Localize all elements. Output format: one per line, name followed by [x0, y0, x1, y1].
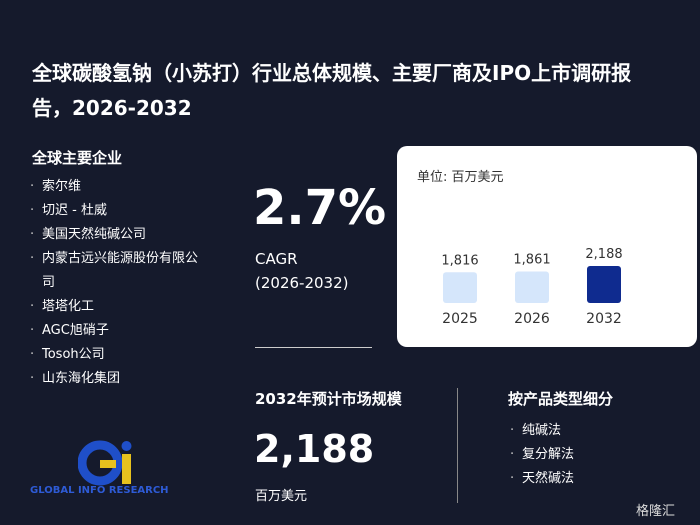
bar [515, 271, 549, 303]
bar [443, 272, 477, 303]
cagr-value: 2.7% [253, 180, 387, 236]
list-item: 山东海化集团 [30, 367, 205, 391]
segments-list: 纯碱法复分解法天然碱法 [510, 419, 574, 491]
bar [587, 266, 621, 303]
divider [255, 347, 372, 348]
cagr-label: CAGR [255, 250, 298, 268]
list-item: Tosoh公司 [30, 343, 205, 367]
market-size-unit: 百万美元 [255, 489, 308, 504]
list-item: 纯碱法 [510, 419, 574, 443]
list-item: AGC旭硝子 [30, 319, 205, 343]
x-tick-label: 2026 [514, 311, 550, 327]
companies-title: 全球主要企业 [32, 149, 123, 167]
cagr-period: (2026-2032) [255, 274, 349, 292]
logo-mark [78, 440, 132, 486]
market-size-title: 2032年预计市场规模 [255, 390, 402, 408]
logo-text: GLOBAL INFO RESEARCH [30, 485, 169, 496]
segments-title: 按产品类型细分 [508, 390, 614, 408]
chart: 单位: 百万美元 1,816 2025 1,861 2026 2,188 2032 [417, 170, 623, 327]
chart-card: 单位: 百万美元 1,816 2025 1,861 2026 2,188 2032 [397, 146, 697, 347]
list-item: 内蒙古远兴能源股份有限公司 [30, 247, 205, 295]
list-item: 复分解法 [510, 443, 574, 467]
list-item: 美国天然纯碱公司 [30, 223, 205, 247]
list-item: 塔塔化工 [30, 295, 205, 319]
brand: 格隆汇 [636, 504, 676, 519]
x-tick-label: 2032 [586, 311, 622, 327]
list-item: 切迟 - 杜威 [30, 199, 205, 223]
x-tick-label: 2025 [442, 311, 478, 327]
market-size-value: 2,188 [254, 427, 375, 471]
value-label: 2,188 [585, 247, 622, 262]
companies-list: 索尔维切迟 - 杜威美国天然纯碱公司内蒙古远兴能源股份有限公司塔塔化工AGC旭硝… [30, 175, 205, 391]
value-label: 1,861 [513, 253, 550, 268]
divider [457, 388, 458, 503]
value-label: 1,816 [441, 253, 478, 268]
title: 全球碳酸氢钠（小苏打）行业总体规模、主要厂商及IPO上市调研报告，2026-20… [32, 61, 632, 120]
list-item: 索尔维 [30, 175, 205, 199]
list-item: 天然碱法 [510, 467, 574, 491]
unit-label: 单位: 百万美元 [417, 170, 504, 185]
